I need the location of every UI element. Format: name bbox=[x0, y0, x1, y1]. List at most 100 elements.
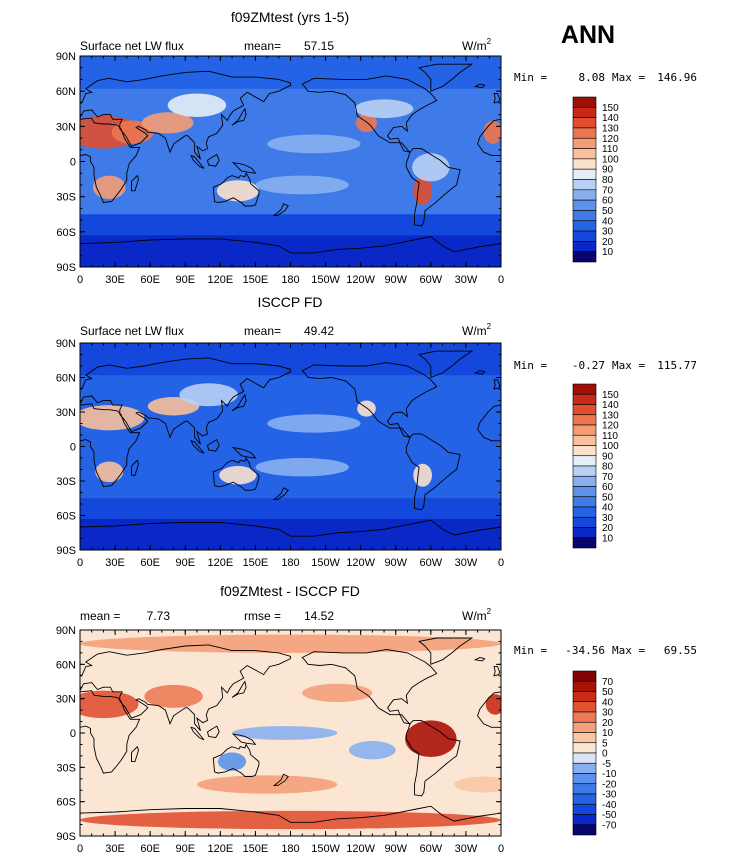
colorbar-swatch bbox=[572, 691, 597, 703]
colorbar-label: -40 bbox=[602, 800, 617, 811]
field-blob bbox=[413, 176, 433, 205]
colorbar-label: 150 bbox=[602, 390, 619, 401]
colorbar-label: 140 bbox=[602, 113, 619, 124]
colorbar-swatch bbox=[572, 773, 597, 785]
colorbar-swatch bbox=[572, 701, 597, 713]
colorbar-label: -50 bbox=[602, 810, 617, 821]
colorbar-swatch bbox=[572, 506, 597, 518]
min-value: 8.08 bbox=[579, 71, 606, 84]
coastline-madagascar bbox=[131, 459, 139, 476]
x-tick-label: 30W bbox=[455, 843, 478, 855]
colorbar-swatch bbox=[572, 148, 597, 160]
coastline-new-zealand bbox=[272, 487, 289, 500]
colorbar-swatch bbox=[572, 814, 597, 826]
x-tick-label: 60E bbox=[140, 274, 160, 286]
x-tick-label: 90E bbox=[175, 274, 195, 286]
y-tick-label: 90S bbox=[56, 831, 76, 843]
coastline-africa bbox=[80, 690, 141, 774]
colorbar-swatch bbox=[572, 434, 597, 446]
panel-observation: ISCCP FD Surface net LW flux mean= 49.42… bbox=[80, 294, 697, 372]
x-tick-label: 0 bbox=[498, 843, 504, 855]
coastline-iceland bbox=[473, 657, 486, 662]
colorbar-swatch bbox=[572, 241, 597, 252]
colorbar-swatch bbox=[572, 107, 597, 118]
x-tick-label: 150E bbox=[243, 274, 269, 286]
field-blob bbox=[217, 752, 247, 771]
coastline-borneo bbox=[206, 725, 220, 739]
x-tick-label: 60E bbox=[140, 557, 160, 569]
panel-title: f09ZMtest (yrs 1-5) bbox=[231, 9, 349, 25]
y-tick-label: 90N bbox=[56, 51, 76, 63]
coastline-antarctica bbox=[80, 805, 501, 836]
rmse-value: 14.52 bbox=[304, 609, 334, 623]
x-tick-label: 0 bbox=[77, 274, 83, 286]
colorbar-swatch bbox=[572, 220, 597, 232]
coastline-australia bbox=[212, 172, 260, 207]
colorbar-label: 100 bbox=[602, 154, 619, 165]
coastline-eurasia bbox=[80, 644, 291, 731]
colorbar-swatch bbox=[572, 680, 597, 692]
coastline-south-america bbox=[405, 719, 461, 797]
field-blob bbox=[255, 175, 349, 195]
coastline-africa bbox=[80, 117, 141, 203]
colorbar-label: 30 bbox=[602, 708, 614, 719]
panel-difference: f09ZMtest - ISCCP FD mean = 7.73 rmse = … bbox=[80, 583, 697, 657]
colorbar-label: 20 bbox=[602, 718, 614, 729]
colorbar-label: 5 bbox=[602, 738, 608, 749]
x-tick-label: 120W bbox=[346, 843, 375, 855]
y-tick-label: 60N bbox=[56, 86, 76, 98]
colorbar-swatch bbox=[572, 189, 597, 201]
max-value: 115.77 bbox=[657, 359, 697, 372]
coastline-new-guinea bbox=[231, 733, 257, 745]
panel-model: f09ZMtest (yrs 1-5) Surface net LW flux … bbox=[80, 9, 697, 84]
colorbar-swatch bbox=[572, 465, 597, 477]
x-tick-label: 30E bbox=[105, 557, 125, 569]
colorbar-label: 130 bbox=[602, 410, 619, 421]
colorbar-swatch bbox=[572, 158, 597, 170]
colorbar-swatch bbox=[572, 383, 597, 395]
y-tick-label: 30S bbox=[56, 192, 76, 204]
colorbar-swatch bbox=[572, 516, 597, 528]
x-tick-label: 150E bbox=[243, 843, 269, 855]
y-tick-label: 90N bbox=[56, 338, 76, 350]
x-tick-label: 120E bbox=[207, 274, 233, 286]
y-tick-label: 60S bbox=[56, 511, 76, 523]
units-label: W/m2 bbox=[462, 322, 492, 338]
colorbar-swatch bbox=[572, 732, 597, 744]
x-tick-label: 30E bbox=[105, 274, 125, 286]
coastline-japan bbox=[231, 393, 247, 412]
colorbar-label: 40 bbox=[602, 697, 614, 708]
x-tick-label: 60W bbox=[420, 274, 443, 286]
field-blob bbox=[255, 458, 349, 477]
x-tick-label: 180 bbox=[281, 843, 299, 855]
x-tick-label: 90W bbox=[384, 557, 407, 569]
x-tick-label: 0 bbox=[77, 557, 83, 569]
max-value: 69.55 bbox=[664, 644, 697, 657]
map-panel: 0 30E 60E 90E 120E 150E 180 150W 120W 90W 60W 30W 09… bbox=[56, 625, 617, 855]
stat-label: mean= bbox=[244, 39, 281, 53]
map-panel: 0 30E 60E 90E 120E 150E 180 150W 120W 90W 60W 30W 09… bbox=[56, 51, 619, 286]
colorbar-swatch bbox=[572, 783, 597, 795]
coastline-iceland bbox=[473, 83, 486, 89]
x-tick-label: 120W bbox=[346, 557, 375, 569]
field-blob bbox=[219, 466, 257, 485]
y-tick-label: 30N bbox=[56, 694, 76, 706]
panel-title: f09ZMtest - ISCCP FD bbox=[220, 583, 360, 599]
colorbar-label: 150 bbox=[602, 103, 619, 114]
field-blob bbox=[80, 405, 145, 431]
x-tick-label: 30E bbox=[105, 843, 125, 855]
colorbar-label: 20 bbox=[602, 523, 614, 534]
coastline-sumatra bbox=[190, 440, 205, 454]
y-tick-label: 60S bbox=[56, 227, 76, 239]
colorbar-label: 130 bbox=[602, 123, 619, 134]
colorbar-swatch bbox=[572, 230, 597, 242]
coastline-sumatra bbox=[190, 154, 205, 169]
coastline-africa-west bbox=[477, 691, 501, 728]
field-blob bbox=[354, 99, 414, 119]
field-blob bbox=[111, 120, 154, 144]
colorbar-swatch bbox=[572, 137, 597, 149]
map-panel: 0 30E 60E 90E 120E 150E 180 150W 120W 90W 60W 30W 09… bbox=[56, 338, 619, 569]
colorbar-swatch bbox=[572, 803, 597, 815]
field-blob bbox=[232, 726, 338, 740]
